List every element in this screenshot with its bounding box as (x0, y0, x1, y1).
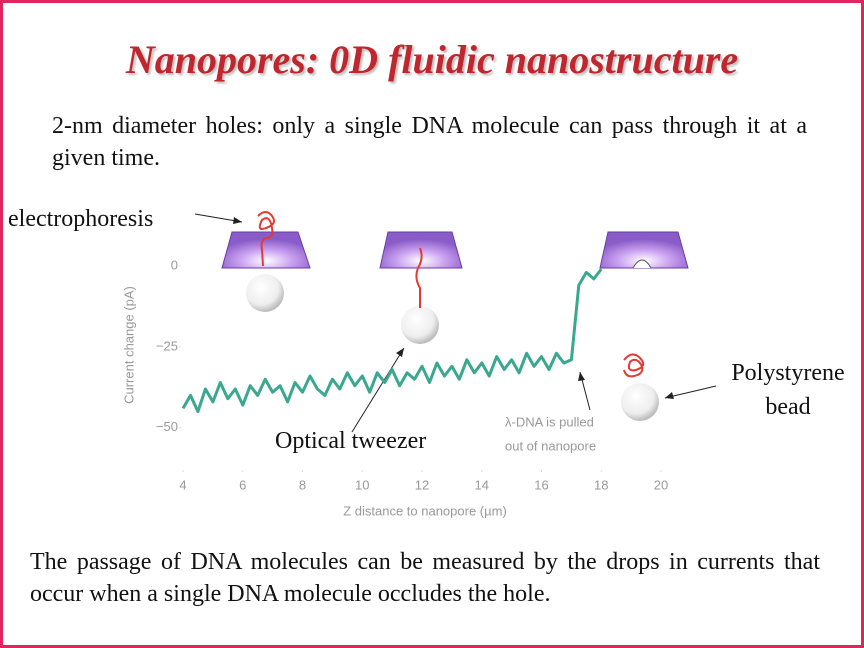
electrophoresis-label: electrophoresis (8, 206, 153, 232)
current-trace (181, 268, 603, 414)
bead-label: bead (765, 394, 810, 420)
x-tick-label: 8 (299, 477, 306, 492)
optical-tweezer-label: Optical tweezer (275, 428, 426, 454)
y-axis-label: Current change (pA) (121, 286, 136, 404)
y-tick-label: −25 (156, 338, 178, 353)
chart-annotation: out of nanopore (505, 438, 596, 453)
x-tick-label: 6 (239, 477, 246, 492)
x-tick-label: 10 (355, 477, 369, 492)
intro-text: 2-nm diameter holes: only a single DNA m… (52, 113, 807, 171)
x-axis-label: Z distance to nanopore (µm) (343, 503, 507, 518)
conclusion-text: The passage of DNA molecules can be meas… (30, 549, 820, 607)
x-tick-label: 14 (475, 477, 489, 492)
x-tick-label: 18 (594, 477, 608, 492)
chart-annotation: λ-DNA is pulled (505, 414, 594, 429)
x-tick-label: 16 (534, 477, 548, 492)
pore-illustrations (194, 211, 717, 433)
y-tick-label: 0 (171, 257, 178, 272)
slide-title: Nanopores: 0D fluidic nanostructure (125, 37, 739, 82)
x-tick-label: 12 (415, 477, 429, 492)
y-tick-label: −50 (156, 419, 178, 434)
x-tick-label: 4 (179, 477, 186, 492)
x-tick-label: 20 (654, 477, 668, 492)
bead-label: Polystyrene (731, 360, 844, 386)
